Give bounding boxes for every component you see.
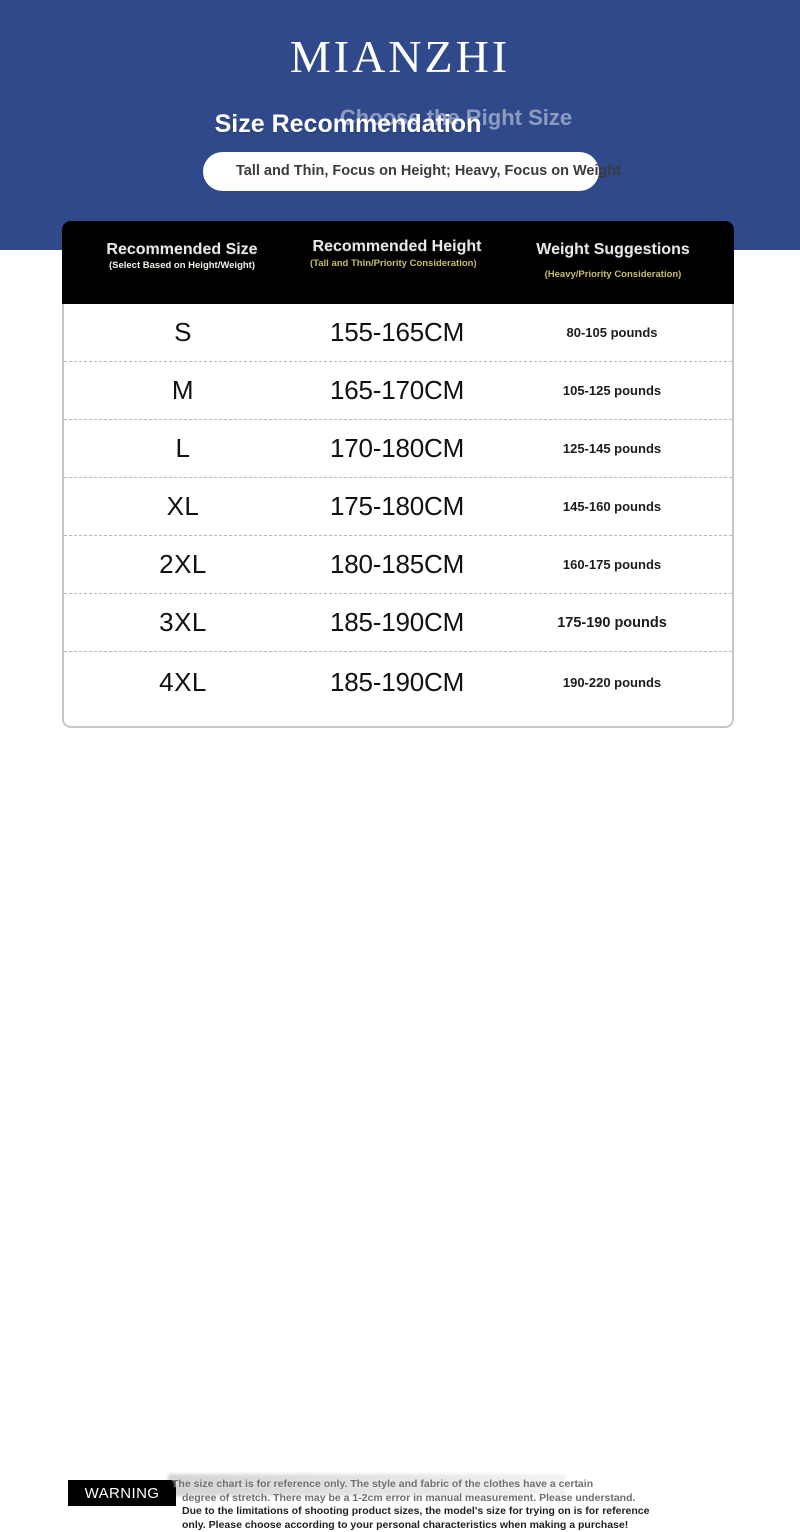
column-header-weight-sub: (Heavy/Priority Consideration) <box>492 269 734 281</box>
cell-size-value: 3XL <box>159 607 207 638</box>
table-row: M 165-170CM 105-125 pounds <box>64 362 732 420</box>
cell-height: 185-190CM <box>302 594 492 651</box>
cell-weight-value: 105-125 pounds <box>563 383 661 398</box>
table-row: L 170-180CM 125-145 pounds <box>64 420 732 478</box>
cell-height: 180-185CM <box>302 536 492 593</box>
cell-height-value: 180-185CM <box>330 549 464 580</box>
column-header-height: Recommended Height (Tall and Thin/Priori… <box>302 221 492 304</box>
table-header: Recommended Size (Select Based on Height… <box>62 221 734 304</box>
cell-size-value: 4XL <box>159 667 207 698</box>
cell-weight: 125-145 pounds <box>492 420 732 477</box>
cell-weight-value: 125-145 pounds <box>563 441 661 456</box>
warning-badge-label: WARNING <box>85 1485 160 1502</box>
cell-weight: 145-160 pounds <box>492 478 732 535</box>
column-header-height-title: Recommended Height <box>302 221 492 256</box>
warning-line-1: The size chart is for reference only. Th… <box>172 1478 772 1492</box>
cell-weight-value: 80-105 pounds <box>566 325 657 340</box>
page-title: Size Recommendation <box>0 110 748 139</box>
column-header-weight: Weight Suggestions (Heavy/Priority Consi… <box>492 221 734 304</box>
size-table-body: S 155-165CM 80-105 pounds M 165-170CM 105-125… <box>62 304 734 728</box>
cell-size-value: M <box>172 375 194 406</box>
cell-height: 175-180CM <box>302 478 492 535</box>
cell-weight-value: 160-175 pounds <box>563 557 661 572</box>
table-row: 3XL 185-190CM 175-190 pounds <box>64 594 732 652</box>
cell-weight: 80-105 pounds <box>492 304 732 361</box>
cell-size: 4XL <box>64 652 302 712</box>
cell-weight-value: 145-160 pounds <box>563 499 661 514</box>
cell-height: 165-170CM <box>302 362 492 419</box>
cell-weight: 175-190 pounds <box>492 594 732 651</box>
cell-height: 185-190CM <box>302 652 492 712</box>
warning-line-3: Due to the limitations of shooting produ… <box>172 1505 772 1519</box>
table-row: S 155-165CM 80-105 pounds <box>64 304 732 362</box>
cell-height-value: 165-170CM <box>330 375 464 406</box>
cell-weight-value: 175-190 pounds <box>557 615 667 631</box>
cell-size-value: XL <box>167 491 200 522</box>
cell-height-value: 175-180CM <box>330 491 464 522</box>
cell-size: 2XL <box>64 536 302 593</box>
cell-height: 170-180CM <box>302 420 492 477</box>
footer-warning: WARNING The size chart is for reference … <box>0 736 800 800</box>
column-header-height-sub: (Tall and Thin/Priority Consideration) <box>302 258 492 270</box>
cell-weight: 160-175 pounds <box>492 536 732 593</box>
subtitle-text: Tall and Thin, Focus on Height; Heavy, F… <box>236 162 756 181</box>
brand-logo: MIANZHI <box>0 34 800 80</box>
table-row: 4XL 185-190CM 190-220 pounds <box>64 652 732 712</box>
cell-height-value: 170-180CM <box>330 433 464 464</box>
title-stack: Choose the Right Size Size Recommendatio… <box>0 104 800 146</box>
column-header-size: Recommended Size (Select Based on Height… <box>62 221 302 304</box>
cell-size-value: L <box>176 433 191 464</box>
cell-size-value: S <box>174 317 192 348</box>
cell-height-value: 155-165CM <box>330 317 464 348</box>
cell-height-value: 185-190CM <box>330 667 464 698</box>
hero-banner: MIANZHI Choose the Right Size Size Recom… <box>0 0 800 250</box>
table-row: XL 175-180CM 145-160 pounds <box>64 478 732 536</box>
cell-height-value: 185-190CM <box>330 607 464 638</box>
cell-size: L <box>64 420 302 477</box>
warning-line-4: only. Please choose according to your pe… <box>172 1519 772 1532</box>
cell-size: XL <box>64 478 302 535</box>
column-header-weight-title: Weight Suggestions <box>492 221 734 259</box>
cell-size: S <box>64 304 302 361</box>
cell-weight: 190-220 pounds <box>492 652 732 712</box>
column-header-size-title: Recommended Size <box>62 221 302 259</box>
cell-size: 3XL <box>64 594 302 651</box>
warning-line-2: degree of stretch. There may be a 1-2cm … <box>172 1492 772 1506</box>
cell-size: M <box>64 362 302 419</box>
cell-weight-value: 190-220 pounds <box>563 675 661 690</box>
cell-height: 155-165CM <box>302 304 492 361</box>
cell-size-value: 2XL <box>159 549 207 580</box>
warning-badge: WARNING <box>68 1480 176 1506</box>
table-row: 2XL 180-185CM 160-175 pounds <box>64 536 732 594</box>
column-header-size-sub: (Select Based on Height/Weight) <box>62 260 302 272</box>
cell-weight: 105-125 pounds <box>492 362 732 419</box>
warning-text: The size chart is for reference only. Th… <box>172 1478 772 1532</box>
